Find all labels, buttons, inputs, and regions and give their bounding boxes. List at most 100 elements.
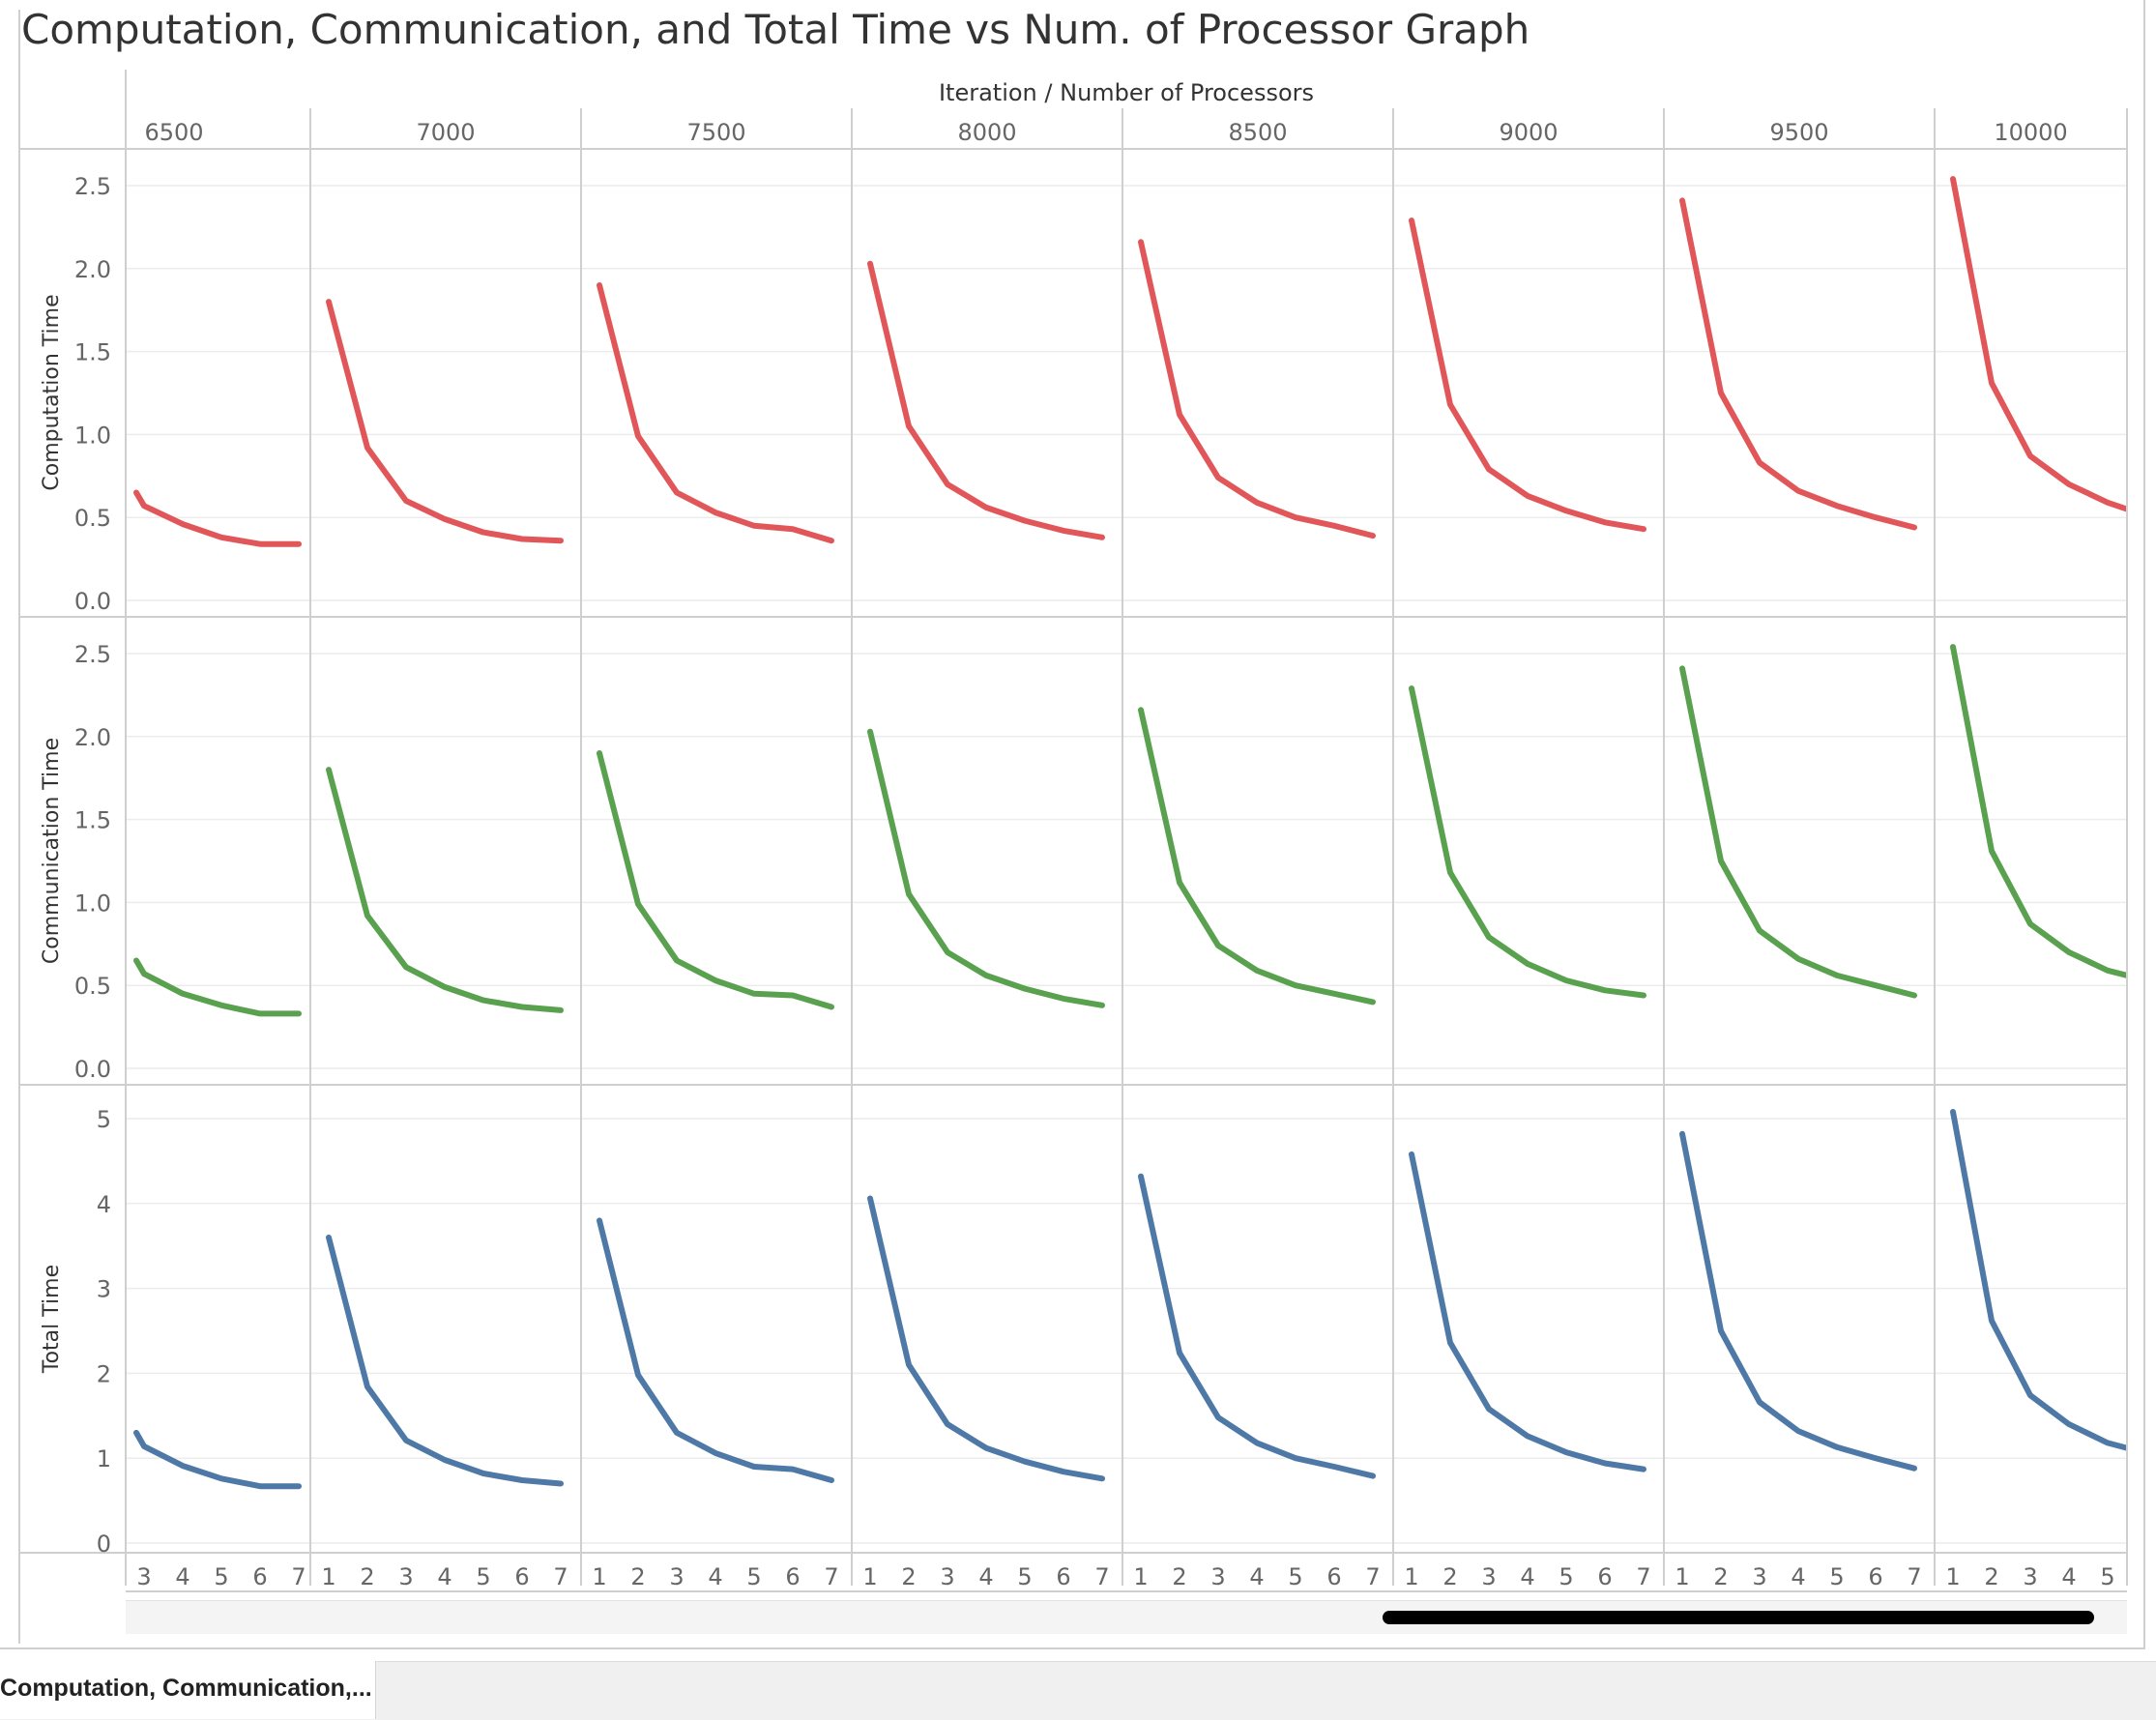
x-tick-label: 5 (1829, 1563, 1844, 1590)
x-tick-label: 2 (360, 1563, 374, 1590)
y-tick-label: 1 (97, 1445, 111, 1472)
x-tick-label: 3 (1752, 1563, 1766, 1590)
x-tick-label: 7 (824, 1563, 838, 1590)
column-label: 8000 (957, 119, 1016, 146)
x-tick-label: 6 (514, 1563, 529, 1590)
x-tick-label: 3 (1210, 1563, 1225, 1590)
x-tick-label: 5 (476, 1563, 490, 1590)
series-line (1409, 685, 1646, 999)
x-tick-label: 4 (175, 1563, 189, 1590)
x-tick-label: 6 (252, 1563, 267, 1590)
y-tick-label: 0.0 (74, 588, 111, 615)
x-tick-label: 6 (1597, 1563, 1612, 1590)
series-line (1679, 197, 1917, 531)
x-tick-label: 7 (1365, 1563, 1380, 1590)
x-tick-label: 4 (1520, 1563, 1534, 1590)
x-tick-label: 2 (901, 1563, 916, 1590)
y-tick-label: 0 (97, 1531, 111, 1558)
x-tick-label: 4 (708, 1563, 722, 1590)
y-tick-label: 0.0 (74, 1056, 111, 1083)
sheet-tab-label: Computation, Communication,... (0, 1675, 372, 1702)
x-tick-label: 5 (746, 1563, 761, 1590)
column-label: 9500 (1769, 119, 1828, 146)
x-tick-label: 7 (1907, 1563, 1921, 1590)
column-label: 10000 (1994, 119, 2067, 146)
y-tick-label: 1.0 (74, 889, 111, 917)
x-tick-label: 4 (2061, 1563, 2076, 1590)
x-tick-label: 1 (1675, 1563, 1689, 1590)
x-tick-label: 4 (437, 1563, 452, 1590)
x-tick-label: 3 (136, 1563, 151, 1590)
x-tick-label: 2 (1713, 1563, 1728, 1590)
trellis-line-chart: Iteration / Number of Processors 6500 7000… (18, 10, 2128, 1644)
x-tick-label: 4 (1249, 1563, 1264, 1590)
x-tick-label: 3 (2023, 1563, 2037, 1590)
y-tick-label: 4 (97, 1191, 111, 1218)
x-tick-label: 3 (669, 1563, 684, 1590)
x-tick-label: 1 (1404, 1563, 1418, 1590)
x-tick-label: 5 (1559, 1563, 1573, 1590)
y-tick-label: 0.5 (74, 973, 111, 1000)
y-tick-label: 5 (97, 1106, 111, 1133)
y-axis-title: Computation Time (40, 294, 64, 490)
x-tick-label: 3 (398, 1563, 413, 1590)
x-tick-label: 5 (2100, 1563, 2114, 1590)
y-tick-label: 2.5 (74, 641, 111, 668)
x-tick-label: 1 (862, 1563, 877, 1590)
series-line (1679, 1130, 1917, 1472)
page-title: Computation, Communication, and Total Ti… (21, 6, 1530, 53)
series-line (597, 282, 834, 544)
series-line (133, 489, 302, 547)
series-line (597, 750, 834, 1010)
x-tick-label: 7 (291, 1563, 306, 1590)
column-label: 7500 (686, 119, 745, 146)
column-label: 7000 (416, 119, 475, 146)
series-line (1409, 218, 1646, 533)
column-header-title: Iteration / Number of Processors (939, 79, 1314, 106)
x-tick-label: 2 (1984, 1563, 1998, 1590)
column-label: 6500 (144, 119, 203, 146)
y-tick-label: 1.5 (74, 807, 111, 834)
x-tick-label: 1 (1945, 1563, 1960, 1590)
y-axis-title: Communication Time (40, 738, 64, 964)
x-tick-label: 2 (1172, 1563, 1186, 1590)
y-axis-title: Total Time (40, 1265, 64, 1374)
y-tick-label: 0.5 (74, 505, 111, 532)
series-line (867, 1195, 1105, 1482)
x-tick-label: 1 (1133, 1563, 1148, 1590)
series-line (1950, 644, 2126, 978)
x-tick-label: 5 (1288, 1563, 1302, 1590)
y-tick-label: 2.0 (74, 256, 111, 283)
series-line (597, 1217, 834, 1483)
series-line (1409, 1151, 1646, 1472)
y-tick-label: 1.0 (74, 422, 111, 449)
x-tick-label: 3 (1481, 1563, 1496, 1590)
x-tick-label: 2 (1442, 1563, 1457, 1590)
series-line (133, 957, 302, 1017)
x-tick-label: 7 (1094, 1563, 1109, 1590)
sheet-tab[interactable]: Computation, Communication,... (0, 1661, 376, 1719)
series-line (326, 1234, 564, 1487)
x-tick-label: 6 (1868, 1563, 1882, 1590)
column-label: 9000 (1499, 119, 1558, 146)
series-line (1950, 176, 2126, 512)
x-tick-label: 4 (978, 1563, 993, 1590)
series-line (867, 728, 1105, 1008)
x-tick-label: 5 (214, 1563, 228, 1590)
x-tick-label: 3 (940, 1563, 954, 1590)
x-tick-label: 5 (1017, 1563, 1032, 1590)
x-tick-label: 4 (1791, 1563, 1805, 1590)
column-label: 8500 (1228, 119, 1287, 146)
x-tick-label: 1 (321, 1563, 335, 1590)
series-line (133, 1429, 302, 1490)
x-tick-label: 7 (553, 1563, 568, 1590)
y-tick-label: 2 (97, 1360, 111, 1387)
y-tick-label: 3 (97, 1276, 111, 1303)
series-line (1950, 1109, 2126, 1451)
series-line (1138, 707, 1376, 1006)
horizontal-scrollbar-thumb[interactable] (1383, 1611, 2094, 1624)
series-line (1679, 665, 1917, 999)
y-tick-label: 2.5 (74, 173, 111, 200)
x-tick-label: 6 (785, 1563, 800, 1590)
x-tick-label: 6 (1056, 1563, 1070, 1590)
